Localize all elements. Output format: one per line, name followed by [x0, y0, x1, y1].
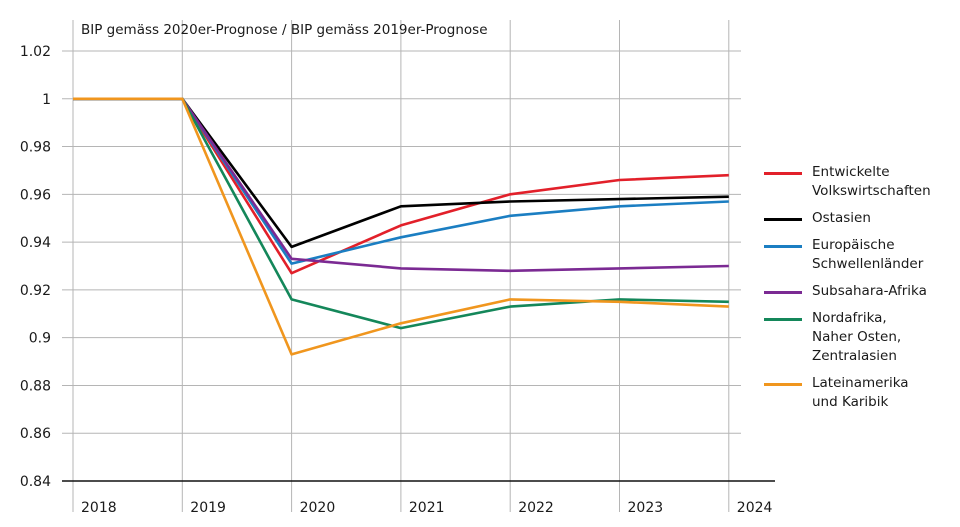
- y-tick-label: 0.92: [20, 283, 51, 299]
- y-tick-label: 0.88: [20, 378, 51, 394]
- legend-item: Nordafrika, Naher Osten, Zentralasien: [764, 309, 960, 366]
- y-axis-ticks: 1.02 1 0.98 0.96 0.94 0.92 0.9 0.88 0.86 0.84: [20, 44, 51, 490]
- legend-item: Subsahara-Afrika: [764, 282, 960, 301]
- chart-title: BIP gemäss 2020er-Prognose / BIP gemäss …: [81, 22, 488, 38]
- legend-label: Lateinamerika und Karibik: [812, 375, 909, 410]
- legend-item: Ostasien: [764, 209, 960, 228]
- x-tick-label: 2024: [737, 500, 773, 516]
- legend-swatch: [764, 172, 802, 175]
- x-tick-label: 2019: [190, 500, 226, 516]
- legend-item: Entwickelte Volkswirtschaften: [764, 163, 960, 201]
- y-tick-label: 0.84: [20, 474, 51, 490]
- legend-item: Europäische Schwellenländer: [764, 236, 960, 274]
- series-line-lateinamerika-und-karibik: [73, 97, 729, 356]
- x-tick-label: 2022: [518, 500, 554, 516]
- legend-label: Entwickelte Volkswirtschaften: [812, 164, 931, 199]
- x-tick-label: 2023: [628, 500, 664, 516]
- y-tick-label: 0.86: [20, 426, 51, 442]
- legend-swatch: [764, 245, 802, 248]
- legend-label: Subsahara-Afrika: [812, 283, 927, 299]
- grid: [62, 20, 775, 512]
- x-tick-label: 2020: [300, 500, 336, 516]
- legend-label: Nordafrika, Naher Osten, Zentralasien: [812, 310, 902, 364]
- y-tick-label: 0.9: [29, 331, 51, 347]
- legend-label: Ostasien: [812, 210, 871, 226]
- legend: Entwickelte Volkswirtschaften Ostasien Eur…: [764, 163, 960, 420]
- legend-item: Lateinamerika und Karibik: [764, 374, 960, 412]
- series-lines: [73, 97, 729, 356]
- legend-swatch: [764, 383, 802, 386]
- x-tick-label: 2018: [81, 500, 117, 516]
- legend-swatch: [764, 318, 802, 321]
- x-axis-ticks: 2018 2019 2020 2021 2022 2023 2024: [81, 500, 773, 516]
- y-tick-label: 1: [42, 92, 51, 108]
- y-tick-label: 0.96: [20, 187, 51, 203]
- y-tick-label: 0.98: [20, 140, 51, 156]
- legend-swatch: [764, 218, 802, 221]
- legend-swatch: [764, 291, 802, 294]
- x-tick-label: 2021: [409, 500, 445, 516]
- y-tick-label: 1.02: [20, 44, 51, 60]
- y-tick-label: 0.94: [20, 235, 51, 251]
- legend-label: Europäische Schwellenländer: [812, 237, 924, 272]
